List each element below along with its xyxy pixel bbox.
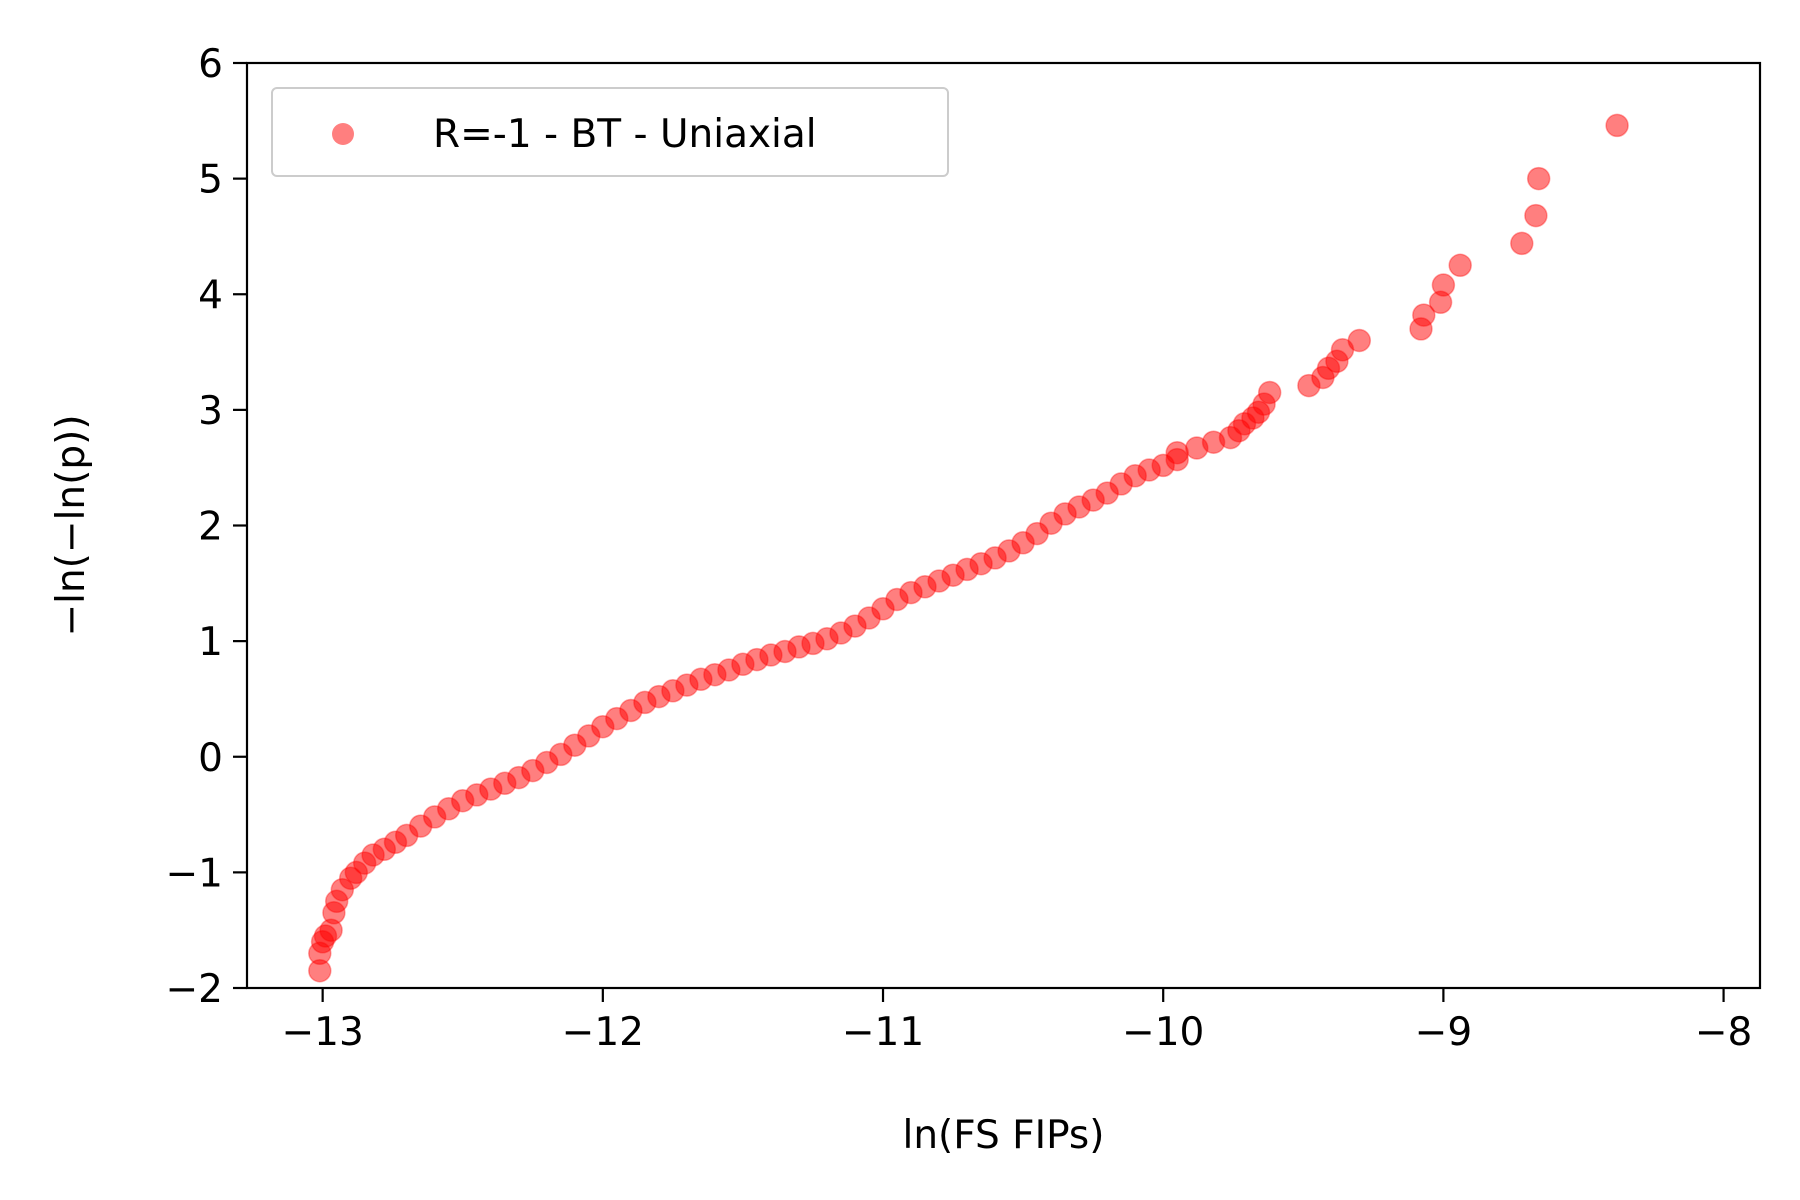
y-tick-label: 3 <box>198 389 223 434</box>
y-tick-label: 5 <box>198 158 223 203</box>
data-point <box>1165 440 1189 465</box>
x-tick-label: −12 <box>562 1010 644 1055</box>
data-point <box>1257 380 1282 405</box>
data-point <box>1448 253 1472 278</box>
x-tick-label: −9 <box>1415 1010 1473 1055</box>
data-point <box>1526 166 1551 191</box>
y-tick-label: −2 <box>166 967 224 1012</box>
y-tick-label: 1 <box>198 620 223 665</box>
data-point <box>1605 113 1629 138</box>
y-tick-label: 6 <box>198 42 223 87</box>
plot-frame <box>245 61 1762 990</box>
data-point <box>1347 328 1372 353</box>
x-tick-label: −13 <box>281 1010 363 1055</box>
x-tick-label: −10 <box>1122 1010 1204 1055</box>
data-point <box>1510 231 1534 256</box>
legend-box <box>271 87 949 177</box>
y-axis-label: −ln(−ln(p)) <box>49 414 94 636</box>
y-tick-label: 0 <box>198 736 223 781</box>
y-tick-label: −1 <box>166 851 224 896</box>
y-axis-ticks: −2 −1 0 1 2 3 4 5 6 <box>166 42 247 1012</box>
x-axis-label: ln(FS FIPs) <box>903 1113 1105 1158</box>
x-axis-ticks: −13 −12 −11 −10 −9 −8 <box>281 988 1752 1055</box>
points-layer <box>308 113 1629 983</box>
data-point <box>1524 203 1548 228</box>
legend-entry-label: R=-1 - BT - Uniaxial <box>433 112 817 157</box>
legend-marker <box>332 123 354 145</box>
y-tick-label: 4 <box>198 273 223 318</box>
x-tick-label: −11 <box>842 1010 924 1055</box>
legend: R=-1 - BT - Uniaxial <box>271 87 949 177</box>
x-tick-label: −8 <box>1695 1010 1753 1055</box>
y-tick-label: 2 <box>198 505 223 550</box>
data-point <box>1431 273 1456 297</box>
data-point <box>1412 303 1436 327</box>
